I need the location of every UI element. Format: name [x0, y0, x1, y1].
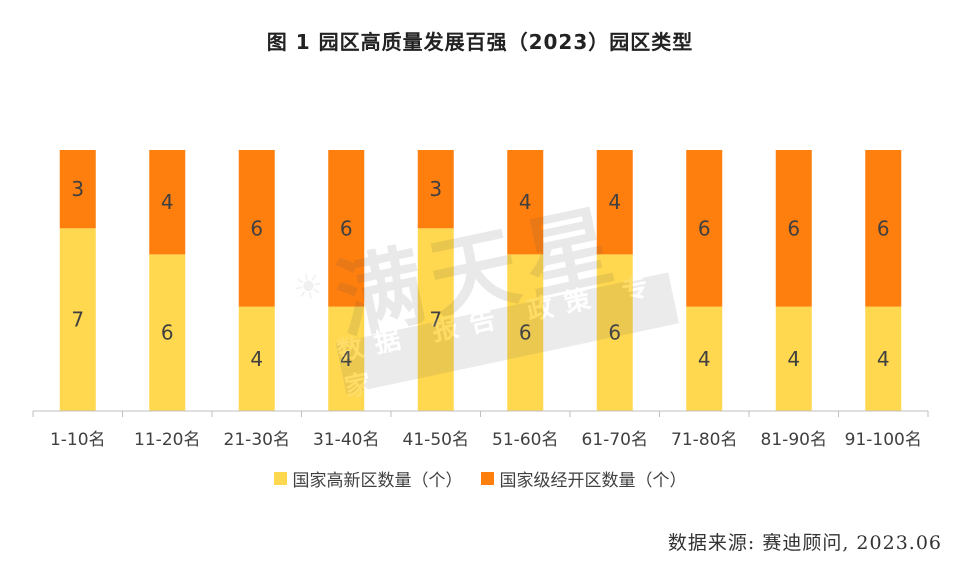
bar-segment-economic-zone — [328, 150, 365, 307]
data-label: 4 — [161, 190, 174, 214]
x-tick-label: 41-50名 — [403, 430, 469, 450]
bar-segment-high-tech — [59, 228, 96, 411]
data-label: 6 — [608, 321, 621, 345]
data-label: 6 — [519, 321, 532, 345]
x-tick-label: 21-30名 — [224, 430, 290, 450]
x-tick-label: 31-40名 — [313, 430, 379, 450]
data-label: 4 — [787, 347, 800, 371]
x-tick-label: 1-10名 — [50, 430, 106, 450]
bar-segment-economic-zone — [775, 150, 812, 307]
chart-title: 图 1 园区高质量发展百强（2023）园区类型 — [266, 30, 694, 54]
data-label: 4 — [519, 190, 532, 214]
data-label: 4 — [250, 347, 263, 371]
data-source: 数据来源: 赛迪顾问, 2023.06 — [667, 532, 942, 554]
legend-item-economic-zone: 国家级经开区数量（个） — [480, 466, 687, 491]
bar-segment-economic-zone — [686, 150, 723, 307]
bar-segment-high-tech — [775, 306, 812, 411]
data-label: 6 — [250, 216, 263, 240]
bar-segment-economic-zone — [417, 150, 454, 229]
bar-segment-high-tech — [865, 306, 902, 411]
data-label: 6 — [340, 216, 353, 240]
bar-segment-high-tech — [686, 306, 723, 411]
data-label: 4 — [340, 347, 353, 371]
x-tick-label: 11-20名 — [134, 430, 200, 450]
x-tick-label: 61-70名 — [582, 430, 648, 450]
bar-segment-economic-zone — [507, 150, 544, 255]
bar-segment-high-tech — [417, 228, 454, 411]
data-label: 6 — [698, 216, 711, 240]
data-label: 6 — [877, 216, 890, 240]
bar-segment-economic-zone — [149, 150, 186, 255]
bar-segment-high-tech — [596, 254, 633, 411]
data-label: 3 — [71, 177, 84, 201]
legend-swatch-high-tech — [273, 472, 287, 485]
bar-segment-high-tech — [507, 254, 544, 411]
x-tick-label: 71-80名 — [671, 430, 737, 450]
data-label: 6 — [161, 321, 174, 345]
data-label: 7 — [71, 308, 84, 332]
data-label: 4 — [877, 347, 890, 371]
legend-swatch-economic-zone — [480, 472, 494, 485]
data-label: 7 — [429, 308, 442, 332]
bar-segment-economic-zone — [59, 150, 96, 229]
bar-segment-high-tech — [238, 306, 275, 411]
data-label: 6 — [787, 216, 800, 240]
legend-label-high-tech: 国家高新区数量（个） — [292, 471, 463, 491]
data-label: 4 — [608, 190, 621, 214]
legend: 国家高新区数量（个） 国家级经开区数量（个） — [0, 466, 960, 491]
x-tick-label: 91-100名 — [845, 430, 922, 450]
bar-segment-economic-zone — [865, 150, 902, 307]
x-tick-label: 51-60名 — [492, 430, 558, 450]
bar-segment-economic-zone — [238, 150, 275, 307]
data-label: 4 — [698, 347, 711, 371]
x-tick-label: 81-90名 — [761, 430, 827, 450]
bar-segment-high-tech — [149, 254, 186, 411]
legend-item-high-tech: 国家高新区数量（个） — [273, 466, 463, 491]
legend-label-economic-zone: 国家级经开区数量（个） — [499, 471, 687, 491]
bar-segment-economic-zone — [596, 150, 633, 255]
data-label: 3 — [429, 177, 442, 201]
bar-segment-high-tech — [328, 306, 365, 411]
